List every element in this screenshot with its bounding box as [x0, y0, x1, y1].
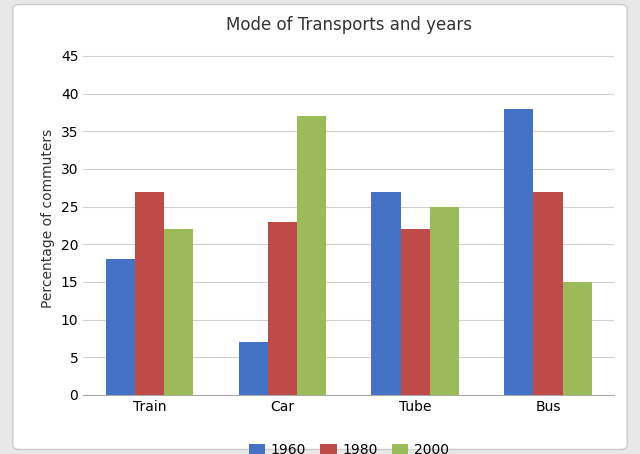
Title: Mode of Transports and years: Mode of Transports and years [226, 16, 472, 34]
Bar [106, 259, 135, 395]
Bar [239, 342, 268, 395]
Bar [135, 192, 164, 395]
Bar [164, 229, 193, 395]
Bar [297, 116, 326, 395]
Bar [430, 207, 459, 395]
Bar [401, 229, 430, 395]
Bar [563, 282, 592, 395]
Bar [533, 192, 563, 395]
Bar [268, 222, 297, 395]
Bar [371, 192, 401, 395]
Y-axis label: Percentage of commuters: Percentage of commuters [41, 128, 55, 307]
Bar [504, 109, 533, 395]
Legend: 1960, 1980, 2000: 1960, 1980, 2000 [243, 437, 454, 454]
